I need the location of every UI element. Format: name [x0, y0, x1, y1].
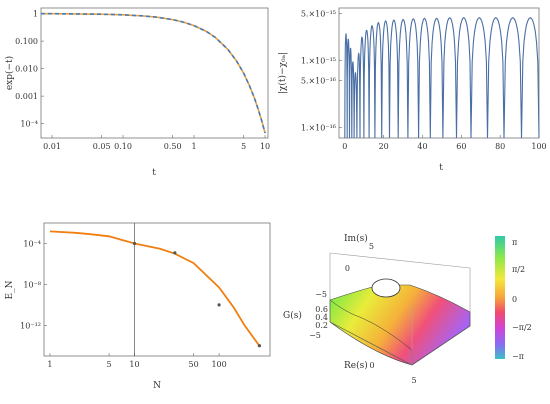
colorbar: [495, 236, 505, 359]
z-tick: 0.4: [315, 313, 328, 322]
x-tick-label: 50: [189, 360, 199, 369]
x-tick-label: 80: [495, 142, 505, 151]
surface-mesh: [329, 284, 471, 366]
re-tick: 5: [411, 376, 416, 385]
y-tick-label: 5.×10⁻¹⁶: [301, 77, 336, 86]
panel-error-frame: [43, 222, 271, 357]
x-tick-label: 100: [531, 142, 546, 151]
im-tick: 0: [345, 264, 350, 273]
data-point: [132, 241, 137, 246]
colorbar-label: −π/2: [512, 323, 532, 332]
y-tick-label: 5.×10⁻¹⁵: [301, 9, 336, 18]
data-point: [173, 251, 177, 255]
panel-exp: 0.01 0.05 0.10 0.50 1 5 10 1 0.100 0.010 0.001 10⁻⁴…: [4, 7, 270, 178]
im-tick: 5: [369, 242, 374, 251]
x-tick-label: 1: [47, 360, 52, 369]
panel-chi-series: [344, 17, 540, 139]
data-point: [257, 344, 262, 348]
surface-pole: [371, 278, 401, 298]
y-tick-label: 0.010: [15, 65, 38, 74]
panel-error-series: [49, 223, 262, 356]
y-tick-label: 10⁻⁴: [23, 239, 41, 248]
x-tick-label: 0.10: [114, 142, 132, 151]
y-tick-label: 1.×10⁻¹⁶: [301, 124, 336, 133]
panel-error-ticks: 1 5 10 50 100 10⁻⁴ 10⁻⁸ 10⁻¹²: [20, 239, 227, 369]
panel-chi: 0 20 40 60 80 100 5.×10⁻¹⁵ 1.×10⁻¹⁵ 5.×10⁻¹⁶ 1.×1…: [277, 7, 547, 173]
z-tick: 0.2: [315, 321, 328, 330]
surface-re-ticks: −5 0 5: [309, 331, 416, 385]
surface-ylabel: Im(s): [344, 233, 368, 244]
x-tick-label: 20: [379, 142, 389, 151]
series-line: [41, 12, 266, 134]
panel-chi-frame: [338, 7, 540, 139]
x-tick-label: 40: [417, 142, 427, 151]
colorbar-label: 0: [512, 295, 517, 304]
y-tick-label: 1.×10⁻¹⁵: [301, 56, 336, 65]
x-tick-label: 100: [211, 360, 226, 369]
panel-surface: 5 0 −5 Im(s) 0.6 0.4 0.2 G(s) −5 0 5 Re(…: [283, 233, 532, 385]
x-tick-label: 10: [129, 360, 139, 369]
surface-zlabel: G(s): [283, 310, 302, 321]
panel-error-ylabel: E_N: [5, 280, 15, 299]
panel-error-xlabel: N: [153, 381, 161, 391]
y-tick-label: 0.001: [15, 92, 38, 101]
x-tick-label: 1: [191, 142, 196, 151]
x-tick-label: 0.05: [93, 142, 111, 151]
x-tick-label: 0.01: [43, 142, 61, 151]
colorbar-label: π: [512, 238, 517, 247]
panel-chi-ylabel: |χ(t)−χ₀ₐ|: [277, 52, 288, 94]
series-line: [344, 17, 540, 139]
panel-exp-series: [41, 12, 266, 134]
x-tick-label: 0: [342, 142, 347, 151]
colorbar-label: π/2: [512, 265, 525, 274]
x-tick-label: 5: [107, 360, 112, 369]
surface-z-ticks: 0.6 0.4 0.2: [315, 305, 328, 330]
re-tick: −5: [309, 331, 321, 340]
panel-error: 1 5 10 50 100 10⁻⁴ 10⁻⁸ 10⁻¹² N E_N: [5, 222, 271, 391]
panel-chi-xlabel: t: [439, 163, 443, 173]
z-tick: 0.6: [315, 305, 328, 314]
surface-im-ticks: 5 0 −5: [315, 242, 374, 299]
surface-box-back: [329, 252, 471, 326]
panel-exp-ylabel: exp(−t): [4, 56, 15, 90]
y-tick-label: 10⁻¹²: [20, 321, 41, 330]
colorbar-labels: π π/2 0 −π/2 −π: [512, 238, 532, 361]
re-tick: 0: [369, 361, 374, 370]
x-tick-label: 0.50: [164, 142, 182, 151]
fit-curve: [49, 230, 261, 347]
colorbar-label: −π: [512, 352, 524, 361]
panel-exp-xlabel: t: [152, 168, 156, 178]
x-tick-label: 10: [260, 142, 270, 151]
y-tick-label: 0.100: [15, 37, 38, 46]
x-tick-label: 60: [456, 142, 466, 151]
x-tick-label: 5: [241, 142, 246, 151]
panel-exp-frame: [40, 7, 269, 139]
panel-chi-ticks: 0 20 40 60 80 100 5.×10⁻¹⁵ 1.×10⁻¹⁵ 5.×10⁻¹⁶ 1.×1…: [301, 9, 547, 151]
im-tick: −5: [315, 290, 327, 299]
surface-ridge: [329, 299, 413, 365]
y-tick-label: 10⁻⁸: [23, 280, 41, 289]
panel-exp-ticks: 0.01 0.05 0.10 0.50 1 5 10 1 0.100 0.010 0.001 10⁻⁴: [15, 10, 270, 151]
y-tick-label: 10⁻⁴: [20, 120, 38, 129]
y-tick-label: 1: [33, 10, 38, 19]
series-line: [41, 12, 266, 134]
data-point: [217, 303, 221, 307]
surface-xlabel: Re(s): [344, 360, 368, 371]
